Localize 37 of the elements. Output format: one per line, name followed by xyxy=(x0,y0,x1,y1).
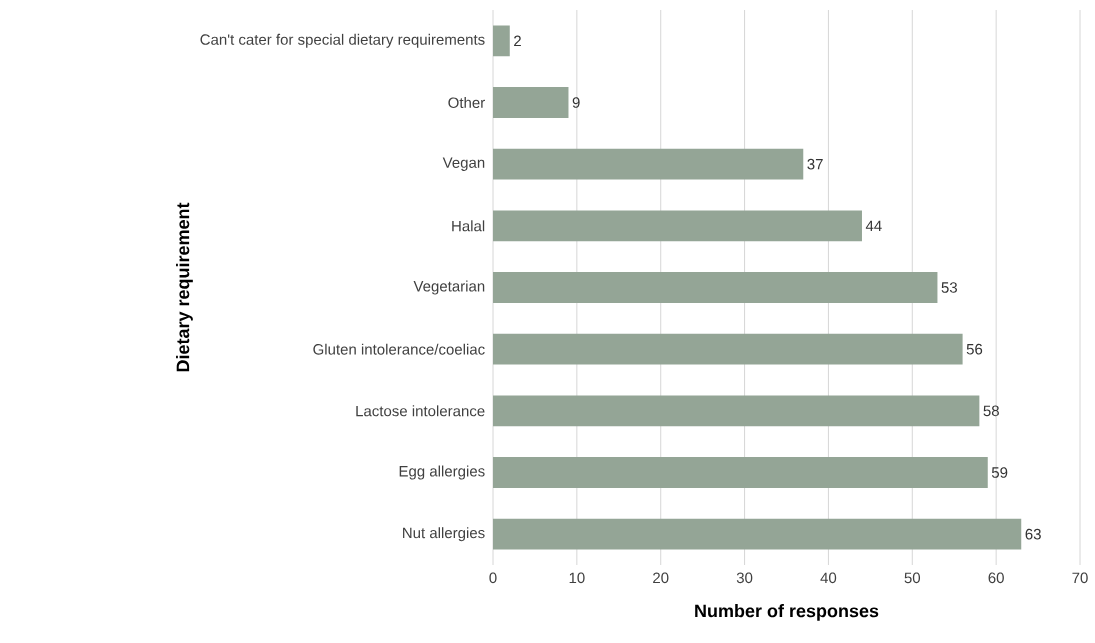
data-label: 37 xyxy=(807,158,823,170)
bar xyxy=(493,148,804,180)
x-tick-label: 40 xyxy=(820,572,837,584)
y-tick-label: Halal xyxy=(452,220,485,232)
bar xyxy=(493,395,980,427)
x-tick-label: 10 xyxy=(569,572,585,584)
y-tick-label: Egg allergies xyxy=(399,465,485,480)
data-label: 2 xyxy=(514,35,521,47)
y-axis-title: Dietary requirement xyxy=(176,202,193,372)
x-axis-title: Number of responses xyxy=(695,604,879,621)
bar xyxy=(493,333,963,365)
y-tick-label: Lactose intolerance xyxy=(356,405,485,417)
y-tick-label: Nut allergies xyxy=(403,527,485,542)
x-tick-label: 50 xyxy=(904,572,921,584)
bar xyxy=(493,210,862,242)
y-tick-label: Other xyxy=(448,97,485,109)
bar xyxy=(493,272,938,303)
bar xyxy=(493,457,988,488)
data-label: 59 xyxy=(991,467,1008,478)
x-tick-label: 30 xyxy=(736,572,753,584)
x-tick-label: 20 xyxy=(653,572,669,584)
x-tick-label: 0 xyxy=(489,572,497,584)
x-tick-label: 70 xyxy=(1072,572,1088,584)
data-label: 44 xyxy=(865,220,882,232)
y-tick-label: Gluten intolerance/coeliac xyxy=(313,343,485,355)
data-label: 9 xyxy=(572,97,580,108)
data-label: 63 xyxy=(1025,528,1041,540)
data-label: 56 xyxy=(966,343,983,355)
data-label: 53 xyxy=(941,282,957,293)
y-tick-label: Vegan xyxy=(442,157,485,171)
x-tick-label: 60 xyxy=(988,572,1004,584)
bar xyxy=(493,87,569,118)
y-tick-label: Vegetarian xyxy=(413,280,485,295)
bar xyxy=(493,518,1022,550)
data-label: 58 xyxy=(983,405,999,417)
y-tick-label: Can't cater for special dietary requirements xyxy=(200,33,485,48)
bar xyxy=(493,25,510,57)
